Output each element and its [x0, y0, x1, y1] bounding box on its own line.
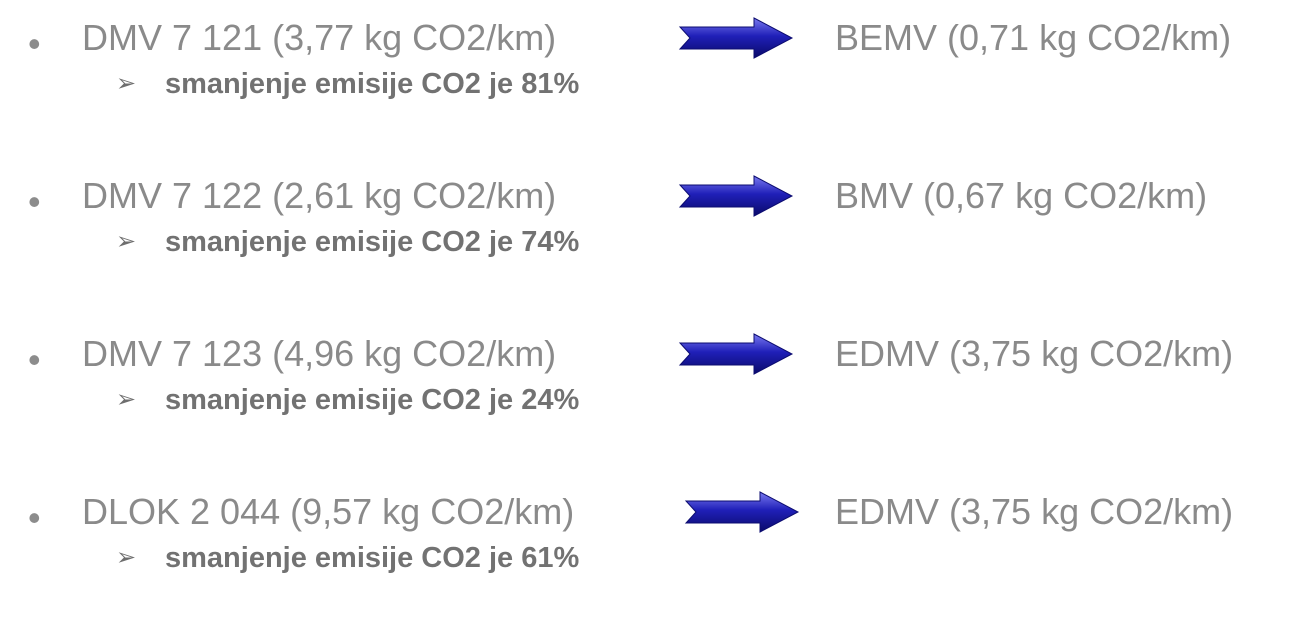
source-vehicle: DMV 7 122 (2,61 kg CO2/km)	[82, 175, 557, 216]
source-vehicle: DMV 7 121 (3,77 kg CO2/km)	[82, 17, 557, 58]
arrow-right-icon	[678, 175, 794, 217]
bullet: •	[28, 23, 41, 64]
emission-reduction: smanjenje emisije CO2 je 74%	[165, 226, 580, 258]
bullet: •	[28, 181, 41, 222]
emission-reduction: smanjenje emisije CO2 je 81%	[165, 68, 580, 100]
list-item: • DMV 7 122 (2,61 kg CO2/km) BMV (0,67 k…	[0, 174, 1308, 284]
source-vehicle: DMV 7 123 (4,96 kg CO2/km)	[82, 333, 557, 374]
target-vehicle: BMV (0,67 kg CO2/km)	[835, 175, 1208, 216]
list-item: • DMV 7 121 (3,77 kg CO2/km) BEMV (0,71 …	[0, 16, 1308, 126]
emission-reduction: smanjenje emisije CO2 je 24%	[165, 384, 580, 416]
target-vehicle: EDMV (3,75 kg CO2/km)	[835, 333, 1234, 374]
arrow-right-icon	[678, 17, 794, 59]
sub-bullet-icon: ➢	[116, 70, 137, 97]
sub-bullet-icon: ➢	[116, 386, 137, 413]
emission-reduction: smanjenje emisije CO2 je 61%	[165, 542, 580, 574]
bullet: •	[28, 497, 41, 538]
list-item: • DLOK 2 044 (9,57 kg CO2/km) EDMV (3,75…	[0, 490, 1308, 600]
arrow-right-icon	[684, 491, 800, 533]
sub-bullet-icon: ➢	[116, 228, 137, 255]
target-vehicle: BEMV (0,71 kg CO2/km)	[835, 17, 1232, 58]
target-vehicle: EDMV (3,75 kg CO2/km)	[835, 491, 1234, 532]
source-vehicle: DLOK 2 044 (9,57 kg CO2/km)	[82, 491, 575, 532]
list-item: • DMV 7 123 (4,96 kg CO2/km) EDMV (3,75 …	[0, 332, 1308, 442]
bullet: •	[28, 339, 41, 380]
arrow-right-icon	[678, 333, 794, 375]
sub-bullet-icon: ➢	[116, 544, 137, 571]
